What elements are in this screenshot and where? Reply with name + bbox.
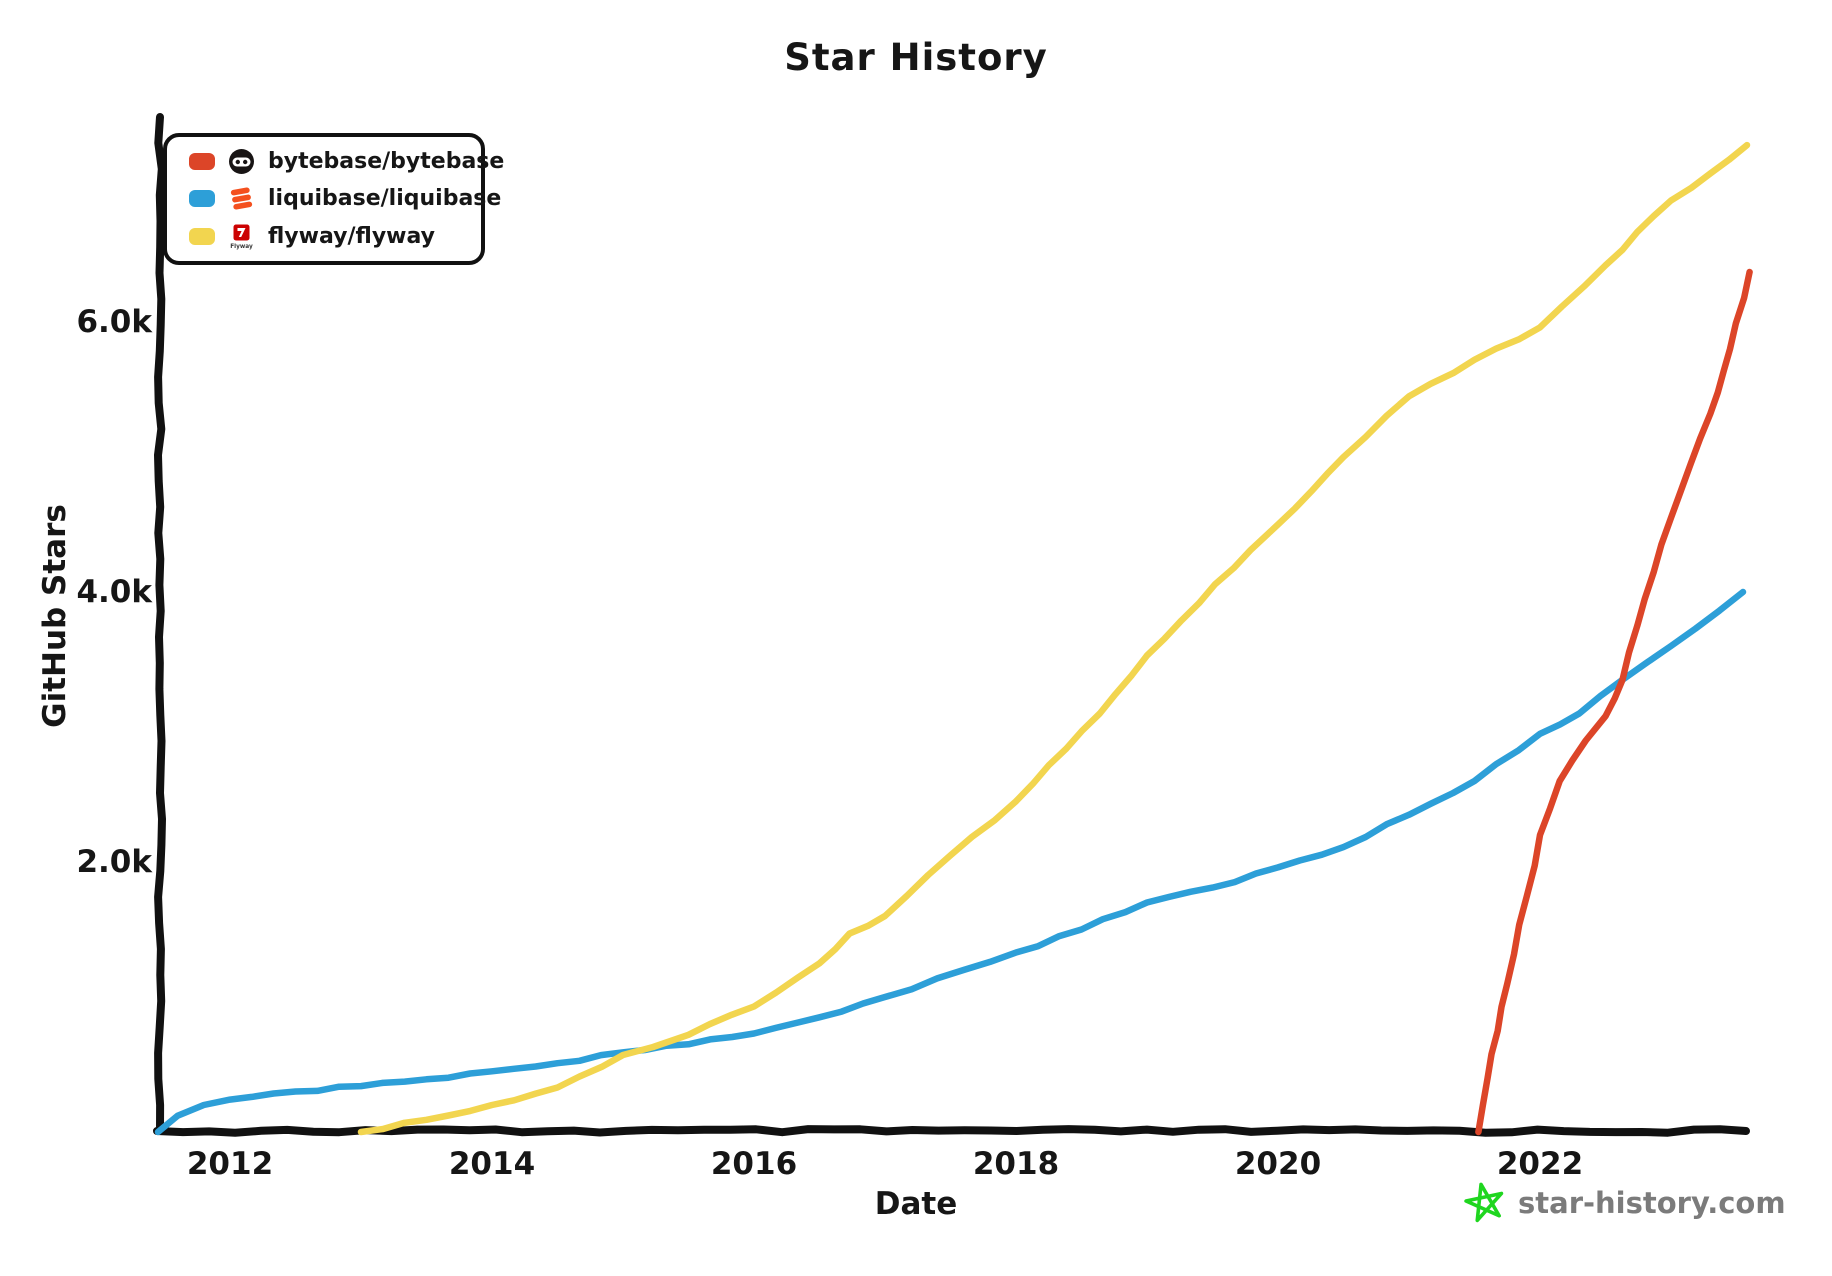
legend-swatch-flyway <box>189 227 215 245</box>
watermark-text: star-history.com <box>1518 1186 1786 1220</box>
legend-swatch-bytebase <box>189 153 215 171</box>
y-tick-label: 6.0k <box>76 304 152 340</box>
y-tick-label: 2.0k <box>76 844 152 880</box>
liquibase-logo-icon <box>230 187 253 211</box>
x-tick-label: 2016 <box>710 1146 798 1182</box>
chart-title: Star History <box>784 36 1048 79</box>
y-tick-label: 4.0k <box>76 574 152 610</box>
legend-label-liquibase: liquibase/liquibase <box>268 186 502 212</box>
legend-item-flyway: Flyway flyway/flyway <box>189 221 481 251</box>
x-axis-line <box>153 1125 1750 1137</box>
legend-swatch-liquibase <box>189 190 215 208</box>
bytebase-logo-icon <box>229 149 254 175</box>
series-line-liquibase <box>154 588 1747 1136</box>
x-tick-label: 2014 <box>448 1146 536 1182</box>
legend-item-bytebase: bytebase/bytebase <box>189 147 504 177</box>
svg-text:Flyway: Flyway <box>230 244 253 250</box>
star-icon <box>1464 1182 1504 1223</box>
watermark[interactable]: star-history.com <box>1462 1180 1786 1226</box>
series-line-flyway <box>357 141 1751 1136</box>
x-tick-label: 2012 <box>186 1146 274 1182</box>
x-tick-label: 2020 <box>1234 1146 1322 1182</box>
y-axis-title: GitHub Stars <box>37 504 73 728</box>
chart-legend: bytebase/bytebase liquibase/liquibase Fl… <box>163 133 504 265</box>
y-axis-line <box>154 113 166 1135</box>
x-tick-label: 2022 <box>1496 1146 1584 1182</box>
legend-label-flyway: flyway/flyway <box>268 223 435 249</box>
legend-item-liquibase: liquibase/liquibase <box>189 184 501 214</box>
flyway-logo-icon: Flyway <box>230 224 253 250</box>
legend-label-bytebase: bytebase/bytebase <box>268 149 505 175</box>
x-axis-title: Date <box>874 1186 958 1222</box>
series-line-bytebase <box>1475 268 1753 1136</box>
x-tick-label: 2018 <box>972 1146 1060 1182</box>
